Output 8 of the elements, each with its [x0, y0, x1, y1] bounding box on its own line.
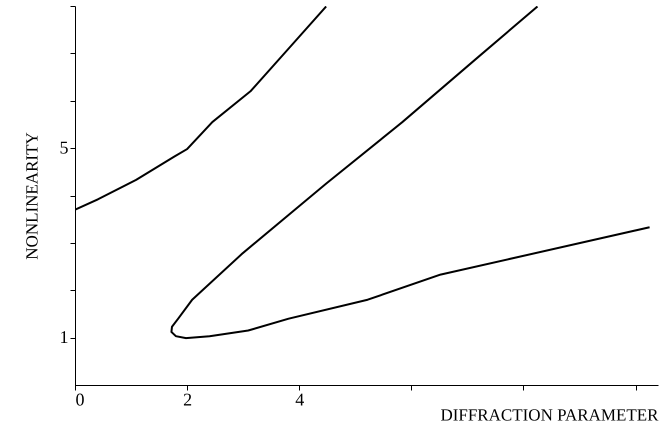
- x-tick-label: 2: [183, 390, 192, 410]
- x-tick-label: 4: [295, 390, 304, 410]
- y-axis-title: NONLINEARITY: [22, 132, 42, 260]
- line-series: [170, 6, 651, 340]
- y-tick-label: 1: [60, 327, 68, 348]
- x-axis-title: DIFFRACTION PARAMETER: [440, 406, 660, 424]
- y-tick-label: 5: [60, 138, 68, 158]
- x-tick-label: 0: [76, 390, 84, 410]
